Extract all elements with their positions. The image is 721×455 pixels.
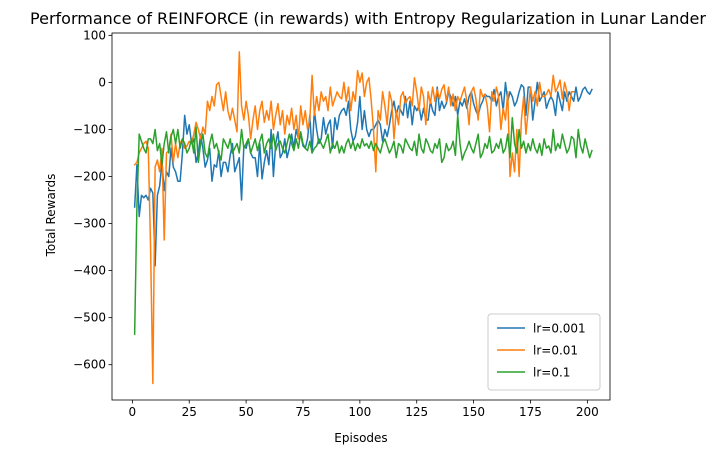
series-line-2 [133,51,575,385]
series-line-1 [133,81,593,267]
y-tick-label: −600 [73,358,106,372]
legend-box [487,313,601,391]
x-axis-label: Episodes [334,431,387,445]
axes: 0 25 50 75 100 125 150 175 200 −600 −500 −400 −300 −2… [73,28,611,419]
y-tick-label: −100 [73,122,106,136]
x-tick-label: 125 [405,405,428,419]
y-tick-label: −200 [73,170,106,184]
x-tick-label: 75 [295,405,310,419]
legend-label: lr=0.01 [533,344,578,358]
chart-title: Performance of REINFORCE (in rewards) wi… [30,9,706,28]
x-tick-label: 200 [576,405,599,419]
x-tick-label: 50 [238,405,253,419]
x-tick-label: 150 [462,405,485,419]
y-tick-label: −500 [73,311,106,325]
y-tick-label: −400 [73,264,106,278]
plot-area [133,51,593,385]
x-tick-label: 0 [129,405,137,419]
y-tick-label: 0 [98,75,106,89]
x-tick-label: 100 [348,405,371,419]
y-axis-label: Total Rewards [44,174,58,258]
plot-frame [111,32,611,401]
series-line-3 [133,114,593,335]
legend-label: lr=0.001 [533,322,586,336]
legend: lr=0.001 lr=0.01 lr=0.1 [487,313,601,391]
x-tick-label: 175 [519,405,542,419]
y-tick-label: −300 [73,217,106,231]
x-tick-label: 25 [182,405,197,419]
legend-label: lr=0.1 [533,366,570,380]
y-tick-label: 100 [83,28,106,42]
